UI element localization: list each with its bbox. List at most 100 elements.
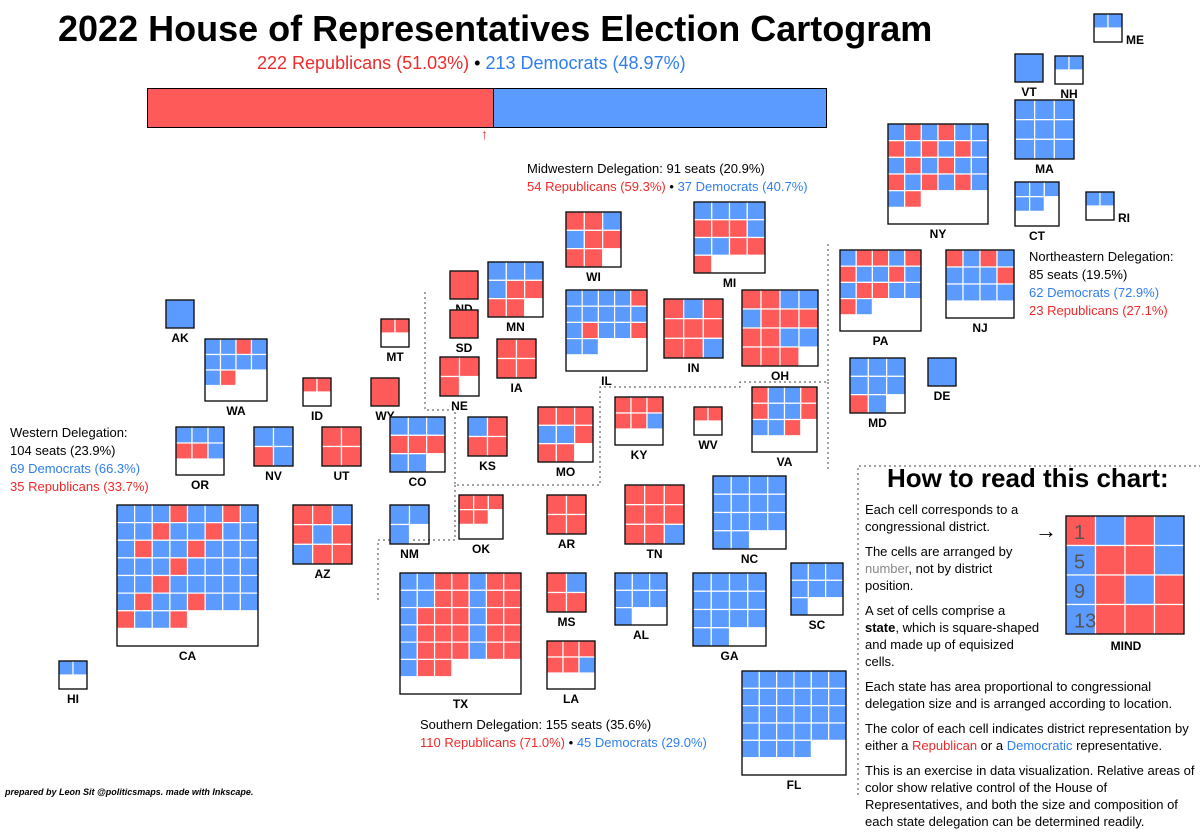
state-wy: WY [370, 377, 400, 423]
state-va-district-cell [783, 386, 802, 404]
state-ca-district-cell [116, 592, 136, 612]
state-oh-outline [741, 289, 819, 367]
state-label-ak: AK [171, 331, 189, 345]
state-label-mo: MO [556, 465, 575, 479]
state-mn-district-cell [505, 298, 526, 318]
state-md-district-cell [867, 375, 888, 396]
state-tn-district-cell [624, 523, 646, 545]
state-ok-district-cell [473, 494, 489, 511]
state-nj-district-cell [945, 249, 964, 268]
state-ut-district-cell [321, 426, 343, 448]
state-ks-district-cell [486, 435, 508, 457]
state-oh-district-cell [760, 327, 781, 348]
state-az-district-cell [312, 524, 333, 545]
credit-line: prepared by Leon Sit @politicsmaps. made… [5, 787, 254, 797]
state-tx-district-cell [451, 606, 470, 626]
state-mt-outline [380, 318, 410, 348]
state-label-ar: AR [558, 537, 576, 551]
state-tx-outline [399, 572, 522, 695]
state-nc-district-cell [730, 493, 751, 514]
state-wa-outline [204, 338, 268, 402]
state-ny-district-cell [970, 156, 989, 175]
state-mi-district-cell [728, 236, 748, 256]
state-or-district-cell [191, 442, 209, 460]
state-oh-district-cell [798, 289, 819, 310]
state-nj-district-cell [996, 266, 1015, 285]
state-mo-district-cell [537, 406, 557, 426]
state-sc-district-cell [790, 562, 809, 581]
state-tx-district-cell [485, 624, 505, 643]
state-la: LA [546, 640, 596, 706]
state-nj-district-cell [996, 283, 1015, 302]
state-fl-outline [741, 670, 847, 776]
state-ks-district-cell [467, 435, 489, 457]
state-ne-outline [439, 356, 480, 397]
state-nj: NJ [945, 249, 1015, 335]
state-tn-district-cell [663, 484, 685, 506]
state-or-district-cell [207, 426, 225, 444]
state-il-district-cell [581, 338, 600, 356]
state-id-district-cell [316, 377, 332, 393]
state-al-district-cell [614, 607, 633, 626]
state-ca-district-cell [239, 539, 259, 559]
majority-marker-icon: ↑ [481, 126, 488, 142]
legend-example-district-cell [1153, 515, 1185, 547]
state-pa: PA [839, 249, 922, 348]
legend-example-district-cell [1094, 544, 1126, 576]
state-mi-outline [693, 201, 766, 274]
state-nc-district-cell [712, 493, 732, 514]
west-dem: 69 Democrats (66.3%) [10, 461, 141, 476]
state-sc-district-cell [825, 579, 844, 599]
state-ca-district-cell [116, 522, 136, 541]
state-ca-district-cell [204, 592, 224, 612]
state-va-district-cell [767, 418, 786, 437]
state-label-nv: NV [265, 469, 282, 483]
state-label-hi: HI [67, 692, 79, 706]
state-ky: KY [614, 396, 664, 462]
state-ny-district-cell [970, 173, 989, 192]
state-ca-district-cell [116, 574, 136, 594]
state-ok-outline [458, 494, 504, 540]
state-ca-district-cell [116, 504, 136, 524]
state-la-district-cell [546, 656, 564, 674]
state-label-mn: MN [506, 320, 525, 334]
state-nc-district-cell [712, 475, 732, 495]
state-ny-district-cell [887, 123, 906, 142]
national-seat-bar [147, 88, 827, 128]
state-label-pa: PA [873, 334, 889, 348]
state-ca-district-cell [169, 592, 189, 612]
state-ok-district-cell [458, 509, 475, 525]
state-tx-district-cell [468, 572, 488, 591]
state-ms-district-cell [565, 572, 587, 594]
state-ct: CT [1014, 181, 1060, 243]
state-me-district-cell [1093, 13, 1109, 29]
state-fl-district-cell [810, 687, 830, 707]
state-nc-district-cell [712, 511, 732, 532]
state-il: IL [565, 289, 648, 388]
state-az-district-cell [312, 543, 333, 565]
state-ga-district-cell [747, 608, 767, 629]
state-ca-district-cell [151, 504, 171, 524]
state-ga-outline [692, 572, 767, 647]
state-mo-district-cell [574, 406, 594, 426]
state-tx: TX [399, 572, 522, 711]
state-tx-district-cell [451, 641, 470, 661]
state-ny-district-cell [904, 156, 922, 175]
state-mo-district-cell [537, 443, 557, 463]
state-ga-district-cell [710, 627, 731, 647]
state-ca-district-cell [222, 522, 241, 541]
state-wi-district-cell [565, 211, 585, 231]
state-va-district-cell [751, 418, 769, 437]
legend-example-district-cell [1094, 515, 1126, 547]
state-tn-district-cell [663, 523, 685, 545]
state-nh: NH [1054, 55, 1084, 101]
state-ny-district-cell [954, 123, 972, 142]
state-ak-outline [165, 299, 195, 329]
state-md-district-cell [849, 375, 869, 396]
state-label-az: AZ [315, 567, 331, 581]
state-label-vt: VT [1021, 85, 1037, 99]
state-md-district-cell [886, 375, 906, 396]
state-oh-district-cell [741, 327, 762, 348]
northeast-seats: 85 seats (19.5%) [1029, 267, 1128, 282]
national-rep-total: 222 Republicans (51.03%) [257, 53, 470, 73]
